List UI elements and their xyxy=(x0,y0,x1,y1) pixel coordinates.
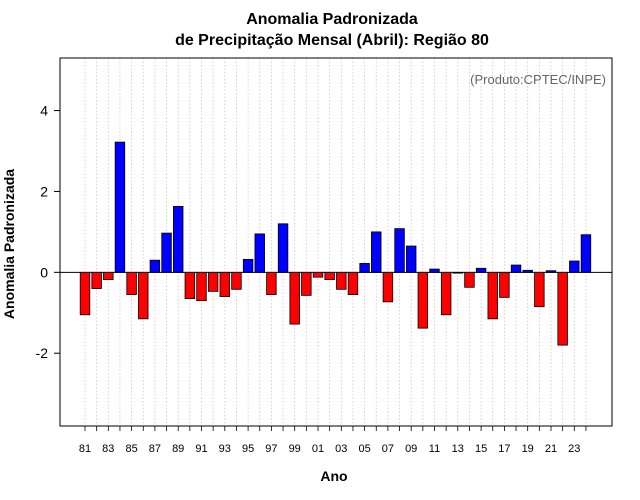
chart-subtitle: de Precipitação Mensal (Abril): Região 8… xyxy=(175,32,489,49)
credit-label: (Produto:CPTEC/INPE) xyxy=(470,72,606,87)
x-tick-label: 21 xyxy=(545,443,557,455)
bar-15 xyxy=(475,267,487,273)
x-tick-label: 99 xyxy=(289,443,301,455)
bar-03 xyxy=(336,271,347,290)
bar-95 xyxy=(242,258,254,273)
bar-99 xyxy=(289,271,300,325)
bar-93 xyxy=(219,271,231,297)
bars xyxy=(79,141,592,346)
bar-09 xyxy=(405,245,417,273)
x-tick-label: 85 xyxy=(125,443,137,455)
x-tick-label: 93 xyxy=(219,443,231,455)
bar-86 xyxy=(138,271,149,320)
bar-08 xyxy=(394,228,405,273)
bar-89 xyxy=(172,206,184,273)
x-tick-label: 01 xyxy=(312,443,324,455)
x-tick-label: 09 xyxy=(405,443,417,455)
bar-17 xyxy=(499,271,510,298)
bar-01 xyxy=(312,271,324,278)
bar-14 xyxy=(464,271,475,288)
bar-12 xyxy=(440,271,452,316)
plot-frame xyxy=(59,57,613,427)
bar-23 xyxy=(569,260,580,273)
x-tick-label: 91 xyxy=(195,443,207,455)
bar-16 xyxy=(487,271,498,320)
x-tick-label: 83 xyxy=(102,443,114,455)
x-tick-label: 11 xyxy=(429,443,440,455)
x-axis: 81 83 85 87 89 91 93 95 97 99 01 03 05 07 09 11 13 15 17 19… xyxy=(79,426,587,455)
vertical-grid xyxy=(84,58,587,426)
bar-18 xyxy=(510,264,522,273)
x-tick-label: 81 xyxy=(79,443,91,455)
bar-83 xyxy=(103,271,114,281)
bar-82 xyxy=(91,271,102,289)
x-tick-label: 05 xyxy=(358,443,370,455)
x-axis-label: Ano xyxy=(320,468,347,484)
bar-24 xyxy=(580,234,592,273)
bar-85 xyxy=(126,271,137,295)
x-tick-label: 23 xyxy=(568,443,580,455)
x-tick-label: 95 xyxy=(242,443,254,455)
y-tick-label: 2 xyxy=(40,183,48,199)
bar-94 xyxy=(231,271,242,290)
x-tick-label: 89 xyxy=(172,443,184,455)
bar-98 xyxy=(277,223,289,273)
bar-87 xyxy=(149,259,161,273)
bar-20 xyxy=(534,271,545,308)
y-axis-label: Anomalia Padronizada xyxy=(1,169,17,319)
bar-05 xyxy=(359,263,370,273)
bar-00 xyxy=(301,271,312,296)
x-tick-label: 87 xyxy=(149,443,161,455)
bar-07 xyxy=(382,271,394,303)
bar-22 xyxy=(557,271,568,346)
x-tick-label: 03 xyxy=(335,443,347,455)
bar-92 xyxy=(207,271,219,292)
y-axis: -2 0 2 4 xyxy=(36,103,60,361)
bar-02 xyxy=(324,271,335,281)
x-tick-label: 15 xyxy=(475,443,487,455)
x-tick-label: 97 xyxy=(265,443,277,455)
x-tick-label: 13 xyxy=(452,443,464,455)
chart-title: Anomalia Padronizada xyxy=(246,11,418,28)
x-tick-label: 07 xyxy=(382,443,394,455)
bar-04 xyxy=(347,271,359,295)
y-tick-label: 0 xyxy=(40,264,48,280)
bar-81 xyxy=(79,271,91,316)
bar-90 xyxy=(184,271,196,300)
bar-88 xyxy=(161,232,172,273)
y-tick-label: -2 xyxy=(36,345,49,361)
y-tick-label: 4 xyxy=(40,103,48,119)
bar-91 xyxy=(196,271,207,302)
x-tick-label: 19 xyxy=(522,443,534,455)
bar-84 xyxy=(114,141,126,273)
bar-06 xyxy=(371,231,382,273)
bar-10 xyxy=(417,271,429,329)
x-tick-label: 17 xyxy=(498,443,510,455)
bar-96 xyxy=(254,233,265,273)
bar-97 xyxy=(266,271,277,295)
